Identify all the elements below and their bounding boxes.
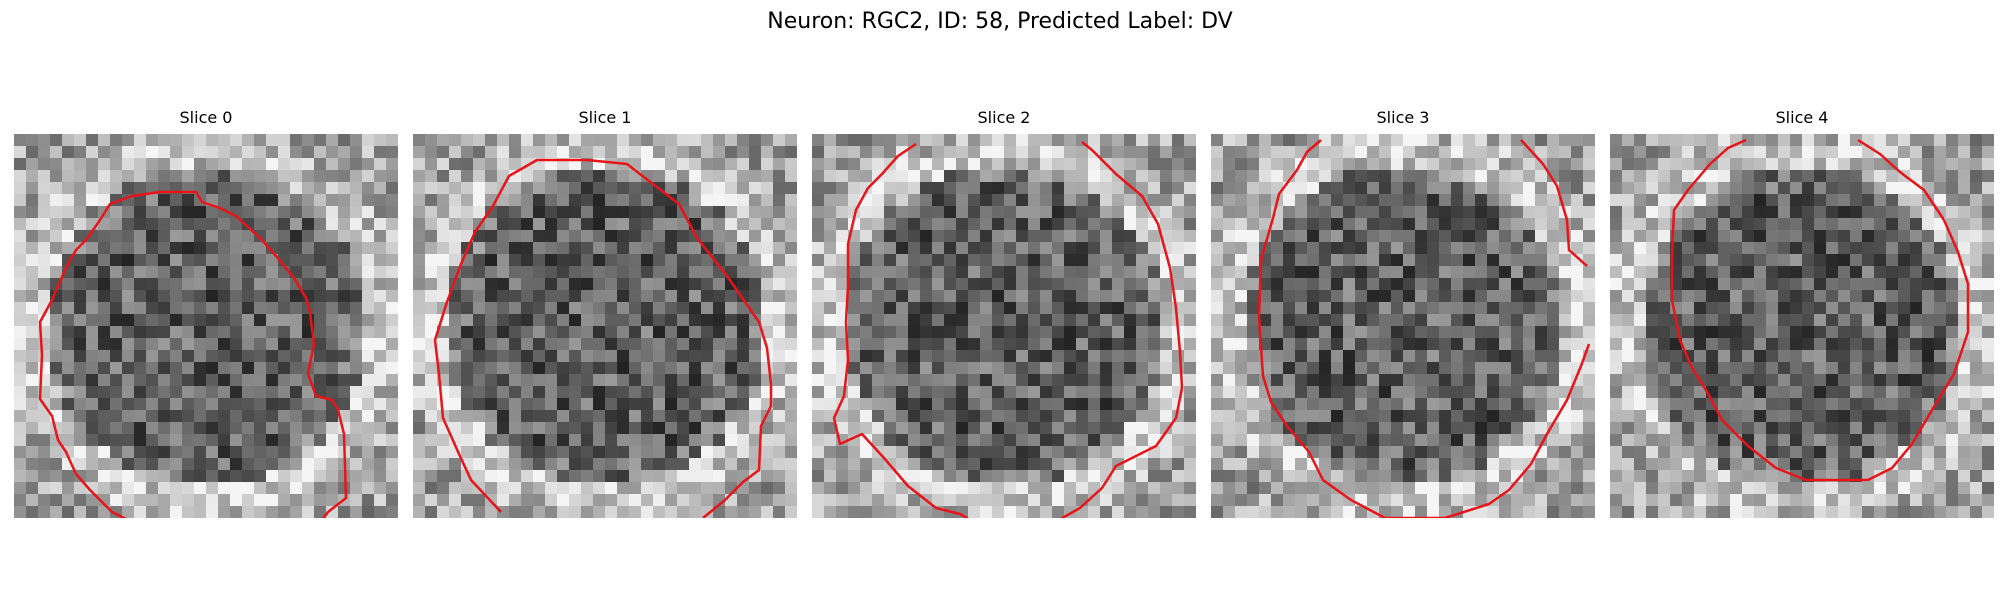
slice-panel-2: Slice 2	[812, 108, 1196, 520]
slice-title: Slice 0	[179, 108, 233, 127]
slice-panel-1: Slice 1	[413, 108, 797, 520]
figure-title: Neuron: RGC2, ID: 58, Predicted Label: D…	[767, 9, 1233, 34]
contour-line	[38, 190, 348, 518]
contour-line	[1670, 138, 1970, 482]
slice-title: Slice 1	[578, 108, 632, 127]
slice-panel-0: Slice 0	[14, 108, 398, 520]
slice-image	[413, 134, 797, 518]
contour-line	[433, 158, 773, 518]
slice-title: Slice 2	[977, 108, 1031, 127]
slice-image	[14, 134, 398, 518]
slice-image	[1211, 134, 1595, 518]
slice-title: Slice 3	[1376, 108, 1430, 127]
contour-line	[1257, 139, 1591, 518]
contour-line	[832, 141, 1184, 518]
slice-image	[812, 134, 1196, 518]
slice-panel-3: Slice 3	[1211, 108, 1595, 520]
slice-panel-4: Slice 4	[1610, 108, 1994, 520]
slice-image	[1610, 134, 1994, 518]
slice-title: Slice 4	[1775, 108, 1829, 127]
